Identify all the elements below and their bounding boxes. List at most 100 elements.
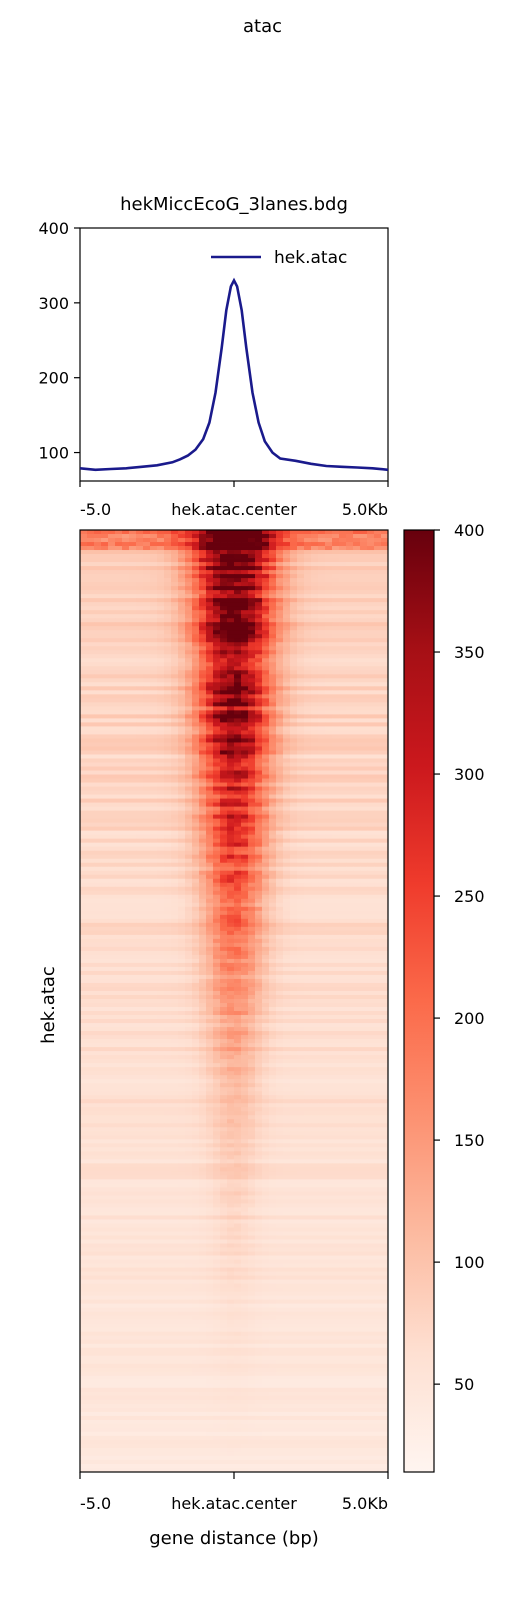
heatmap-cell (318, 562, 326, 567)
heatmap-cell (108, 930, 116, 936)
heatmap-cell (276, 890, 284, 896)
heatmap-cell (353, 846, 361, 852)
heatmap-cell (304, 570, 312, 575)
heatmap-cell (269, 894, 277, 900)
heatmap-cell (227, 826, 235, 832)
heatmap-cell (248, 834, 256, 840)
heatmap-cell (269, 794, 277, 799)
heatmap-cell (94, 858, 102, 864)
heatmap-cell (269, 758, 277, 763)
heatmap-cell (108, 830, 116, 836)
heatmap-cell (311, 794, 319, 799)
heatmap-cell (150, 582, 158, 587)
heatmap-cell (108, 686, 116, 691)
heatmap-cell (199, 978, 207, 984)
heatmap-cell (192, 578, 200, 583)
heatmap-cell (178, 958, 186, 964)
heatmap-cell (367, 550, 375, 555)
profile-title: hekMiccEcoG_3lanes.bdg (120, 194, 348, 215)
heatmap-cell (199, 862, 207, 868)
heatmap-cell (129, 774, 137, 779)
heatmap-cell (178, 946, 186, 952)
heatmap-cell (276, 814, 284, 820)
heatmap-cell (94, 622, 102, 627)
heatmap-cell (353, 802, 361, 807)
heatmap-cell (290, 870, 298, 876)
heatmap-cell (199, 578, 207, 583)
heatmap-cell (171, 942, 179, 948)
heatmap-cell (255, 970, 263, 976)
heatmap-cell (346, 906, 354, 912)
heatmap-cell (304, 942, 312, 948)
heatmap-cell (283, 730, 291, 735)
heatmap-cell (192, 894, 200, 900)
heatmap-cell (339, 710, 347, 715)
heatmap-cell (94, 690, 102, 695)
heatmap-cell (150, 750, 158, 755)
heatmap-cell (283, 798, 291, 803)
heatmap-cell (115, 970, 123, 976)
heatmap-cell (353, 694, 361, 699)
heatmap-cell (206, 842, 214, 848)
heatmap-cell (178, 750, 186, 755)
heatmap-cell (129, 866, 137, 872)
heatmap-cell (101, 926, 109, 932)
heatmap-cell (346, 830, 354, 836)
heatmap-cell (171, 766, 179, 771)
heatmap-cell (227, 842, 235, 848)
heatmap-cell (269, 646, 277, 651)
heatmap-cell (192, 838, 200, 844)
heatmap-cell (381, 622, 389, 627)
heatmap-cell (213, 938, 221, 944)
heatmap-cell (248, 638, 256, 643)
profile-ytick-label: 200 (38, 369, 69, 388)
heatmap-cell (290, 738, 298, 743)
heatmap-cell (178, 554, 186, 559)
heatmap-cell (213, 682, 221, 687)
heatmap-cell (381, 946, 389, 952)
heatmap-cell (164, 774, 172, 779)
heatmap-cell (346, 766, 354, 771)
heatmap-cell (339, 674, 347, 679)
heatmap-cell (80, 938, 88, 944)
heatmap-cell (164, 538, 172, 543)
heatmap-cell (213, 898, 221, 904)
heatmap-cell (115, 794, 123, 799)
heatmap-cell (227, 918, 235, 924)
heatmap-cell (178, 842, 186, 848)
heatmap-cell (241, 546, 249, 551)
heatmap-cell (311, 946, 319, 952)
heatmap-cell (199, 910, 207, 916)
heatmap-cell (346, 866, 354, 872)
heatmap-cell (374, 882, 382, 888)
heatmap-cell (220, 622, 228, 627)
heatmap-cell (136, 698, 144, 703)
heatmap-cell (367, 706, 375, 711)
heatmap-cell (311, 618, 319, 623)
heatmap-cell (353, 778, 361, 783)
heatmap-cell (374, 862, 382, 868)
heatmap-cell (136, 790, 144, 795)
heatmap-cell (227, 958, 235, 964)
heatmap-cell (220, 746, 228, 751)
heatmap-cell (199, 602, 207, 607)
heatmap-cell (101, 570, 109, 575)
heatmap-cell (248, 750, 256, 755)
heatmap-cell (171, 590, 179, 595)
heatmap-cell (346, 686, 354, 691)
heatmap-cell (80, 814, 88, 820)
heatmap-cell (346, 938, 354, 944)
heatmap-cell (94, 850, 102, 856)
heatmap-cell (248, 558, 256, 563)
heatmap-cell (346, 554, 354, 559)
heatmap-cell (381, 714, 389, 719)
heatmap-cell (178, 622, 186, 627)
heatmap-cell (136, 706, 144, 711)
heatmap-cell (290, 818, 298, 824)
heatmap-cell (94, 578, 102, 583)
heatmap-cell (87, 582, 95, 587)
heatmap-cell (185, 610, 193, 615)
heatmap-cell (360, 742, 368, 747)
heatmap-cell (220, 742, 228, 747)
heatmap-cell (374, 890, 382, 896)
